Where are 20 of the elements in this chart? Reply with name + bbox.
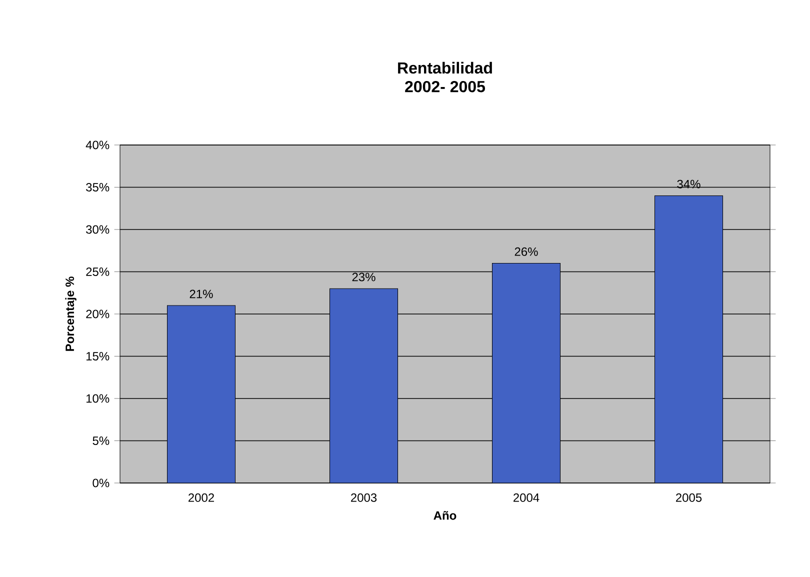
data-label: 23% — [352, 272, 376, 282]
y-tick-label: 5% — [92, 436, 110, 445]
x-tick-label: 2005 — [676, 493, 702, 502]
x-axis-title: Año — [434, 511, 456, 520]
chart-title: Rentabilidad — [398, 62, 492, 74]
y-tick-label: 25% — [86, 267, 110, 276]
x-tick-label: 2004 — [514, 493, 540, 502]
y-axis-title: Porcentaje % — [65, 276, 76, 351]
y-tick-label: 10% — [86, 394, 110, 403]
chart-subtitle: 2002- 2005 — [405, 80, 485, 92]
x-tick-label: 2002 — [188, 493, 214, 502]
y-tick-label: 35% — [86, 182, 110, 192]
data-label: 26% — [514, 247, 538, 256]
y-tick-label: 20% — [86, 310, 110, 318]
y-tick-label: 40% — [86, 140, 110, 150]
y-tick-label: 15% — [86, 352, 110, 360]
data-label: 21% — [190, 290, 213, 298]
x-tick-label: 2003 — [351, 493, 377, 502]
y-tick-label: 30% — [86, 225, 110, 234]
y-tick-label: 0% — [92, 478, 110, 488]
